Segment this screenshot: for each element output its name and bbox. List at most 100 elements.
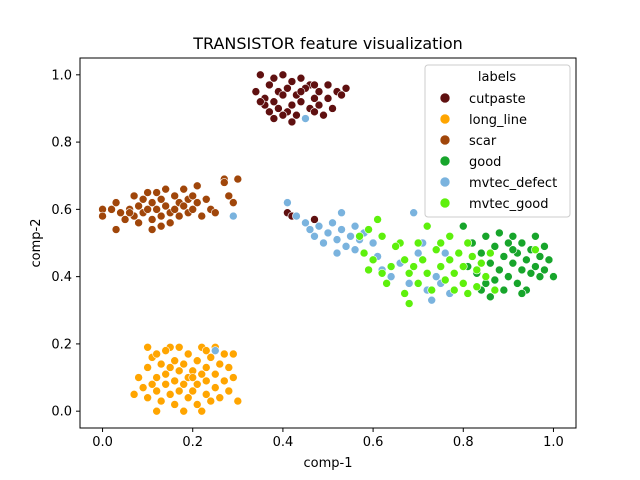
data-point: [143, 205, 152, 214]
data-point: [531, 245, 540, 255]
data-point: [477, 258, 486, 268]
data-point: [323, 80, 333, 90]
data-point: [323, 94, 333, 103]
data-point: [418, 255, 427, 265]
y-tick-label: 0.0: [51, 405, 72, 420]
legend-marker: [439, 92, 451, 104]
data-point: [170, 205, 179, 214]
data-point: [188, 386, 198, 396]
data-point: [152, 373, 161, 382]
legend-marker: [439, 176, 451, 188]
data-point: [197, 211, 207, 221]
data-point: [490, 242, 500, 251]
data-point: [111, 198, 121, 207]
data-point: [192, 356, 202, 366]
data-point: [206, 396, 216, 406]
data-point: [508, 245, 518, 255]
data-point: [170, 191, 179, 201]
data-point: [143, 363, 152, 372]
legend-marker: [439, 134, 451, 146]
data-point: [192, 181, 202, 191]
data-point: [341, 242, 351, 251]
data-point: [210, 369, 220, 379]
legend-label: good: [469, 155, 501, 170]
data-point: [305, 225, 315, 234]
data-point: [499, 285, 509, 295]
data-point: [287, 100, 297, 110]
data-point: [337, 90, 346, 100]
data-point: [377, 231, 387, 241]
data-point: [138, 194, 148, 204]
data-point: [544, 255, 554, 265]
legend-entry: scar: [439, 134, 497, 149]
data-point: [183, 349, 193, 359]
data-point: [156, 194, 166, 204]
data-point: [229, 373, 238, 382]
data-point: [201, 390, 211, 399]
data-point: [120, 215, 130, 224]
data-point: [486, 292, 495, 302]
data-point: [400, 255, 409, 265]
legend-label: scar: [469, 134, 497, 149]
data-point: [170, 400, 179, 409]
legend-marker: [439, 197, 451, 209]
legend-entry: mvtec_good: [439, 197, 549, 212]
data-point: [301, 114, 310, 123]
data-point: [431, 245, 441, 255]
data-point: [427, 295, 437, 305]
data-point: [436, 262, 446, 271]
legend-box: [424, 64, 571, 218]
data-point: [206, 353, 216, 362]
data-point: [179, 379, 189, 389]
data-point: [499, 252, 509, 261]
data-point: [495, 265, 504, 275]
legend-label: long_line: [469, 113, 527, 128]
data-point: [486, 258, 495, 268]
data-point: [350, 221, 360, 231]
data-point: [179, 359, 189, 369]
data-point: [174, 366, 184, 376]
data-point: [156, 211, 166, 221]
data-point: [472, 265, 482, 275]
data-point: [219, 349, 229, 359]
data-point: [134, 373, 143, 382]
data-point: [404, 268, 414, 278]
data-point: [310, 231, 319, 241]
data-point: [526, 268, 536, 278]
data-point: [165, 390, 175, 399]
data-point: [265, 80, 274, 90]
data-point: [310, 94, 319, 103]
data-point: [197, 369, 207, 379]
data-point: [463, 238, 473, 248]
data-point: [477, 248, 486, 258]
data-point: [147, 215, 157, 224]
data-point: [278, 90, 288, 100]
series-cutpaste: [251, 70, 351, 224]
data-point: [513, 279, 522, 288]
data-point: [287, 117, 297, 127]
data-point: [522, 255, 531, 265]
data-point: [436, 238, 446, 248]
data-point: [328, 104, 337, 113]
data-point: [463, 289, 473, 298]
data-point: [472, 282, 482, 292]
data-point: [152, 386, 161, 396]
data-point: [368, 255, 378, 265]
data-point: [251, 87, 261, 96]
data-point: [328, 218, 337, 228]
y-tick-label: 1.0: [51, 68, 72, 83]
data-point: [310, 107, 319, 117]
data-point: [188, 205, 198, 214]
data-point: [346, 231, 355, 241]
legend-marker: [439, 155, 451, 167]
data-point: [368, 238, 378, 248]
data-point: [377, 268, 387, 278]
data-point: [197, 406, 207, 416]
data-point: [449, 268, 459, 278]
data-point: [201, 346, 211, 355]
data-point: [152, 406, 161, 416]
data-point: [219, 376, 229, 386]
data-point: [359, 248, 369, 258]
